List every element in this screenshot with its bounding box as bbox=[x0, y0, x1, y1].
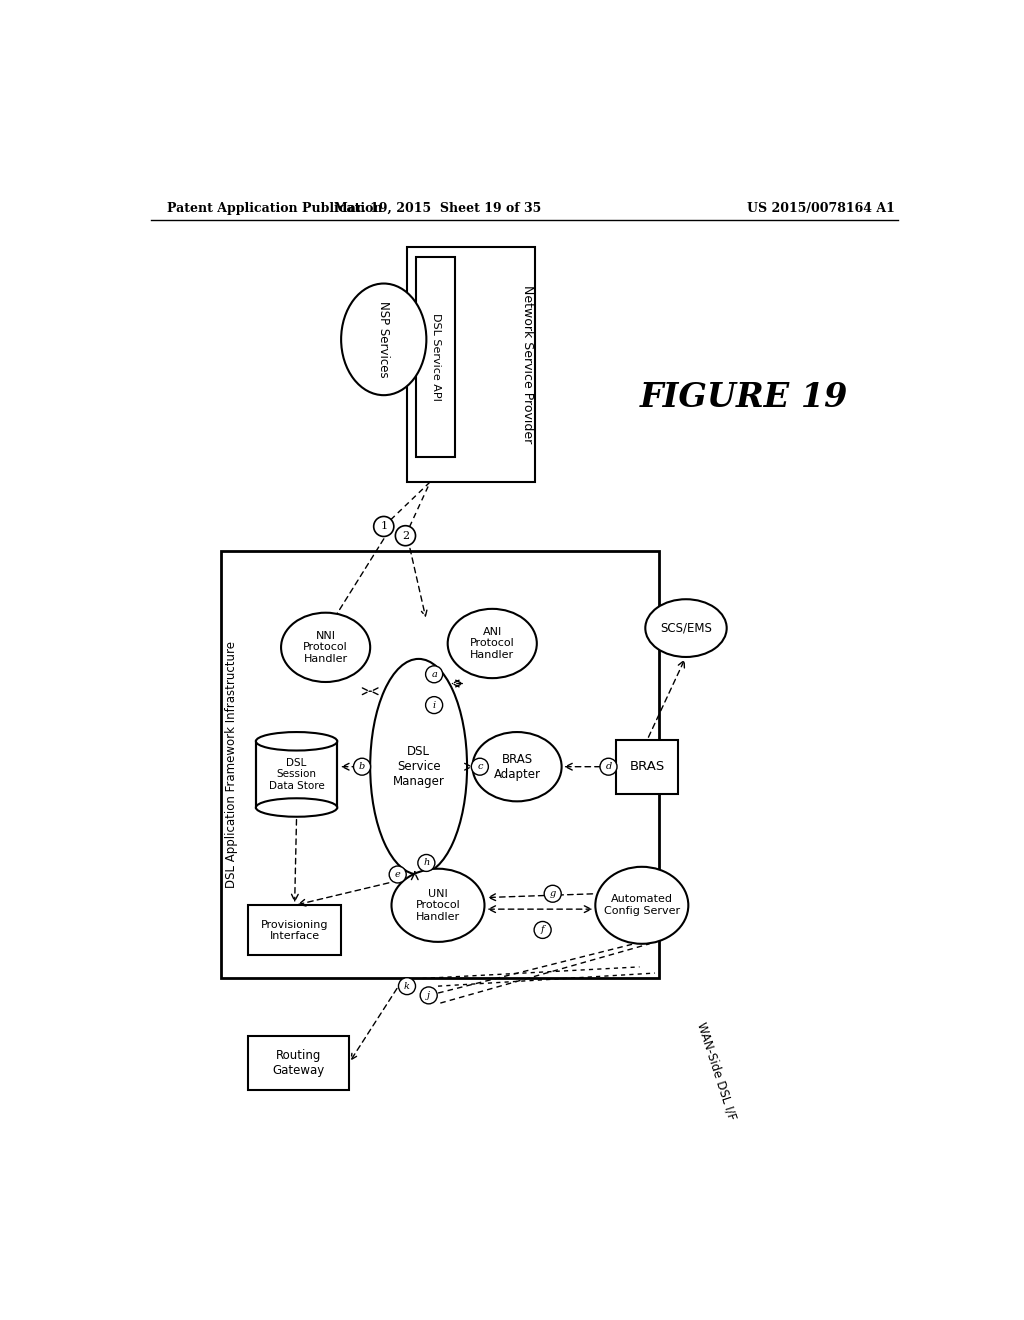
Text: j: j bbox=[427, 991, 430, 999]
Ellipse shape bbox=[281, 612, 371, 682]
Text: g: g bbox=[550, 890, 556, 898]
Ellipse shape bbox=[472, 733, 561, 801]
Ellipse shape bbox=[341, 284, 426, 395]
Text: i: i bbox=[432, 701, 435, 710]
Circle shape bbox=[426, 697, 442, 714]
Circle shape bbox=[544, 886, 561, 903]
Text: b: b bbox=[359, 762, 366, 771]
Ellipse shape bbox=[447, 609, 537, 678]
Bar bbox=[248, 1036, 349, 1090]
Bar bbox=[616, 739, 678, 793]
Text: 2: 2 bbox=[401, 531, 409, 541]
Text: UNI
Protocol
Handler: UNI Protocol Handler bbox=[416, 888, 461, 921]
Text: DSL
Session
Data Store: DSL Session Data Store bbox=[268, 758, 325, 791]
Ellipse shape bbox=[256, 733, 337, 751]
Text: e: e bbox=[395, 870, 400, 879]
Text: c: c bbox=[477, 762, 482, 771]
Text: ANI
Protocol
Handler: ANI Protocol Handler bbox=[470, 627, 515, 660]
Text: Routing
Gateway: Routing Gateway bbox=[272, 1049, 325, 1077]
Text: h: h bbox=[423, 858, 429, 867]
Ellipse shape bbox=[256, 799, 337, 817]
Ellipse shape bbox=[371, 659, 467, 874]
Bar bbox=[417, 257, 455, 457]
Text: Automated
Config Server: Automated Config Server bbox=[604, 895, 680, 916]
Bar bbox=[407, 247, 535, 482]
Circle shape bbox=[426, 665, 442, 682]
Text: BRAS
Adapter: BRAS Adapter bbox=[494, 752, 541, 780]
Text: BRAS: BRAS bbox=[630, 760, 665, 774]
Text: d: d bbox=[605, 762, 611, 771]
Text: Network Service Provider: Network Service Provider bbox=[520, 285, 534, 444]
Text: Provisioning
Interface: Provisioning Interface bbox=[261, 920, 329, 941]
Text: 1: 1 bbox=[380, 521, 387, 532]
Circle shape bbox=[374, 516, 394, 536]
Bar bbox=[248, 906, 341, 956]
Circle shape bbox=[395, 525, 416, 545]
Ellipse shape bbox=[391, 869, 484, 942]
Circle shape bbox=[418, 854, 435, 871]
Text: WAN-Side DSL I/F: WAN-Side DSL I/F bbox=[695, 1020, 739, 1122]
Circle shape bbox=[398, 978, 416, 995]
Circle shape bbox=[420, 987, 437, 1003]
Ellipse shape bbox=[595, 867, 688, 944]
Text: Mar. 19, 2015  Sheet 19 of 35: Mar. 19, 2015 Sheet 19 of 35 bbox=[335, 202, 542, 215]
Text: NNI
Protocol
Handler: NNI Protocol Handler bbox=[303, 631, 348, 664]
Text: Patent Application Publication: Patent Application Publication bbox=[167, 202, 382, 215]
Text: a: a bbox=[431, 669, 437, 678]
Text: DSL Service API: DSL Service API bbox=[431, 313, 440, 401]
Text: NSP Services: NSP Services bbox=[377, 301, 390, 378]
Text: FIGURE 19: FIGURE 19 bbox=[640, 380, 848, 413]
Circle shape bbox=[353, 758, 371, 775]
Ellipse shape bbox=[645, 599, 727, 657]
Text: k: k bbox=[404, 982, 410, 990]
Text: DSL
Service
Manager: DSL Service Manager bbox=[392, 746, 444, 788]
Circle shape bbox=[471, 758, 488, 775]
Bar bbox=[221, 552, 658, 978]
Circle shape bbox=[389, 866, 407, 883]
Text: US 2015/0078164 A1: US 2015/0078164 A1 bbox=[748, 202, 895, 215]
Text: f: f bbox=[541, 925, 545, 935]
Bar bbox=[256, 742, 337, 808]
Circle shape bbox=[535, 921, 551, 939]
Text: SCS/EMS: SCS/EMS bbox=[660, 622, 712, 635]
Text: DSL Application Framework Infrastructure: DSL Application Framework Infrastructure bbox=[224, 642, 238, 888]
Circle shape bbox=[600, 758, 617, 775]
